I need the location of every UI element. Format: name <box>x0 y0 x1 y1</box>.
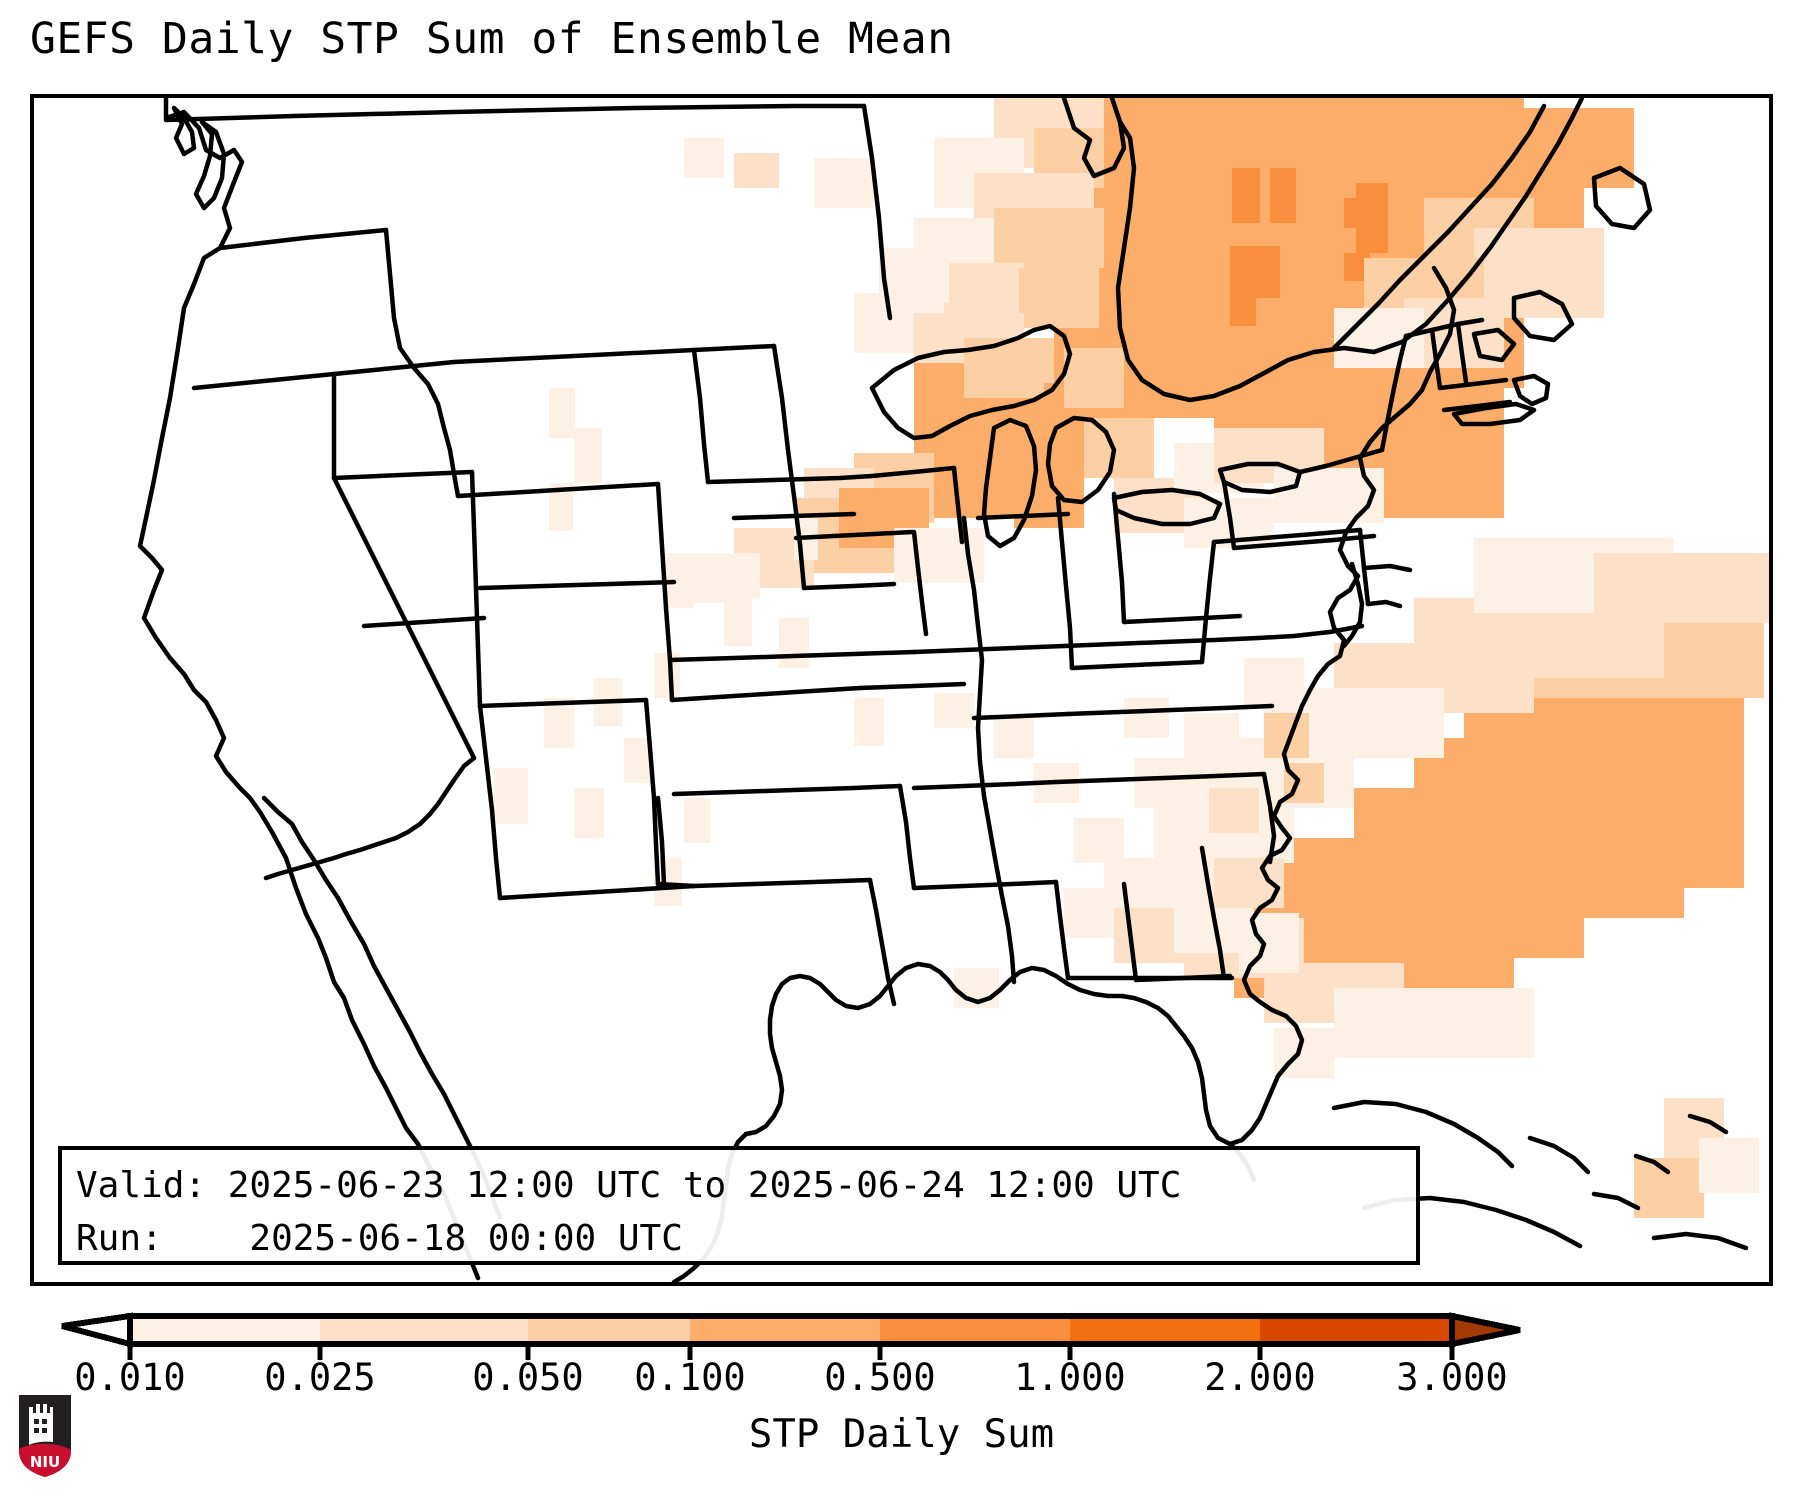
map-outlines-layer <box>137 98 1749 1282</box>
colorbar-tick-2: 0.050 <box>472 1356 584 1399</box>
colorbar-tick-5: 1.000 <box>1014 1356 1126 1399</box>
colorbar-tick-6: 2.000 <box>1204 1356 1316 1399</box>
map-panel[interactable] <box>30 94 1773 1286</box>
info-box: Valid: 2025-06-23 12:00 UTC to 2025-06-2… <box>58 1146 1420 1265</box>
colorbar-tick-0: 0.010 <box>74 1356 186 1399</box>
colorbar-axis-label: STP Daily Sum <box>748 1412 1055 1457</box>
colorbar[interactable]: 0.010 0.025 0.050 0.100 0.500 1.000 2.00… <box>0 1300 1803 1500</box>
niu-logo: NIU <box>17 1393 73 1479</box>
niu-logo-text: NIU <box>30 1453 60 1471</box>
colorbar-tick-3: 0.100 <box>634 1356 746 1399</box>
colorbar-svg[interactable] <box>0 1300 1803 1362</box>
colorbar-tick-7: 3.000 <box>1396 1356 1508 1399</box>
colorbar-tick-1: 0.025 <box>264 1356 376 1399</box>
niu-logo-svg: NIU <box>19 1395 71 1477</box>
data-shading-layer <box>494 98 1769 1218</box>
map-canvas[interactable] <box>34 98 1769 1282</box>
colorbar-tick-4: 0.500 <box>824 1356 936 1399</box>
colorbar-bands <box>61 1312 1521 1348</box>
run-time-line: Run: 2025-06-18 00:00 UTC <box>76 1218 683 1259</box>
colorbar-tick-labels: 0.010 0.025 0.050 0.100 0.500 1.000 2.00… <box>0 1356 1803 1406</box>
valid-time-line: Valid: 2025-06-23 12:00 UTC to 2025-06-2… <box>76 1165 1182 1206</box>
page-title: GEFS Daily STP Sum of Ensemble Mean <box>30 14 954 64</box>
colorbar-ticks <box>127 1344 1455 1360</box>
